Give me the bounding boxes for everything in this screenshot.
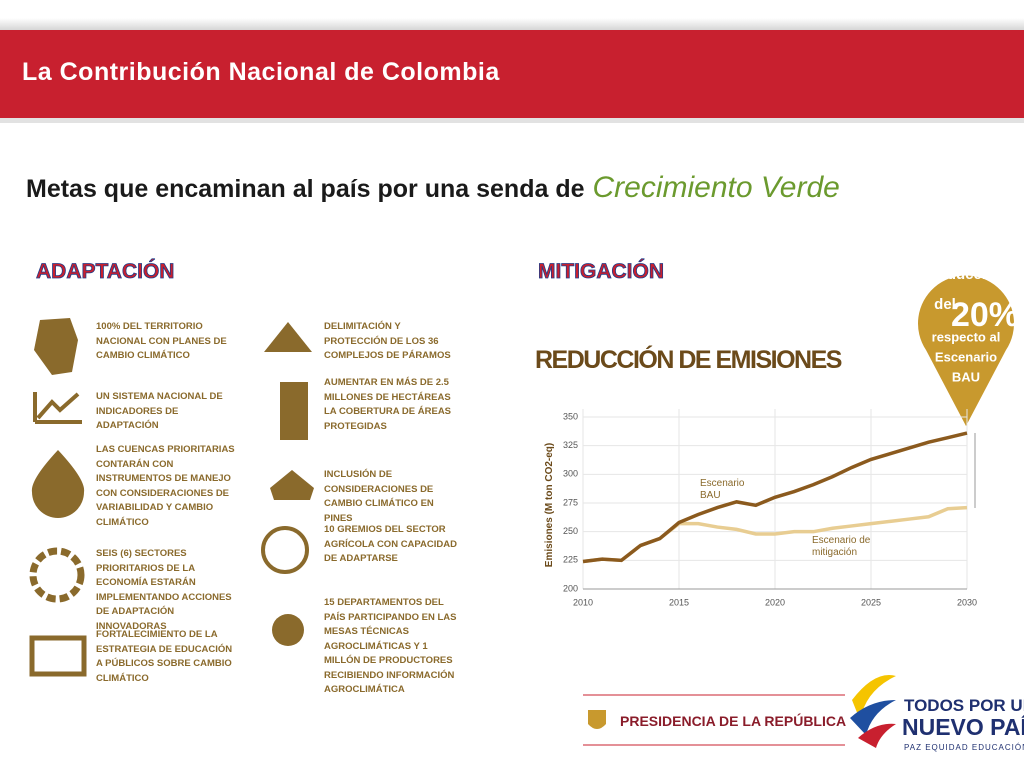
shield xyxy=(588,710,606,729)
series-label: Escenario de mitigación xyxy=(812,535,871,558)
adaptation-item: 10 GREMIOS DEL SECTOR AGRÍCOLA CON CAPAC… xyxy=(324,524,457,564)
x-tick-label: 2010 xyxy=(573,597,593,607)
header-band xyxy=(0,30,1024,118)
chart-title: REDUCCIÓN DE EMISIONES xyxy=(535,344,842,374)
icon-mountain xyxy=(264,322,312,352)
y-tick-label: 300 xyxy=(563,469,578,479)
icon-gear xyxy=(29,547,85,603)
icon-board xyxy=(29,635,87,677)
y-tick-label: 325 xyxy=(563,440,578,450)
footer-presidency: PRESIDENCIA DE LA REPÚBLICA xyxy=(620,712,846,729)
adaptation-item: 15 DEPARTAMENTOS DEL PAÍS PARTICIPANDO E… xyxy=(324,597,457,695)
y-tick-label: 225 xyxy=(563,555,578,565)
y-tick-label: 200 xyxy=(563,583,578,593)
header-title: La Contribución Nacional de Colombia xyxy=(22,58,500,86)
icons xyxy=(29,318,314,677)
badge-text: respecto al xyxy=(932,329,1001,344)
series-line xyxy=(582,431,968,564)
badge-text: BAU xyxy=(952,369,980,384)
badge-text: 20% xyxy=(951,296,1019,334)
header-shadow-bottom xyxy=(0,118,1024,123)
adaptation-item: 100% DEL TERRITORIO NACIONAL CON PLANES … xyxy=(96,321,227,361)
y-tick-label: 275 xyxy=(563,497,578,507)
icon-chart xyxy=(33,392,82,424)
icon-network xyxy=(261,526,309,574)
y-tick-label: 250 xyxy=(563,526,578,536)
subtitle-text: Metas que encaminan al país por una send… xyxy=(26,175,585,203)
icon-farmer xyxy=(272,614,304,646)
icon-drop xyxy=(31,450,85,518)
icon-map xyxy=(34,318,78,375)
badge-text: del xyxy=(934,296,956,313)
badge-text: Escenario xyxy=(935,349,997,364)
x-tick-label: 2020 xyxy=(765,597,785,607)
adaptation-item: FORTALECIMIENTO DE LA ESTRATEGIA DE EDUC… xyxy=(96,629,233,684)
subtitle: Metas que encaminan al país por una send… xyxy=(26,171,840,204)
adaptation-item: DELIMITACIÓN Y PROTECCIÓN DE LOS 36 COMP… xyxy=(324,321,451,361)
y-tick-label: 350 xyxy=(563,411,578,421)
logo-swoosh xyxy=(850,700,896,735)
x-tick-label: 2025 xyxy=(861,597,881,607)
section-title: ADAPTACIÓN xyxy=(36,259,174,283)
header-shadow xyxy=(0,18,1024,32)
badge xyxy=(918,275,1014,426)
section-title: MITIGACIÓN xyxy=(538,259,664,283)
adaptation-item: AUMENTAR EN MÁS DE 2.5 MILLONES DE HECTÁ… xyxy=(324,377,452,432)
logo-swoosh xyxy=(858,723,896,748)
x-tick-label: 2030 xyxy=(957,597,977,607)
adaptation-item: LAS CUENCAS PRIORITARIAS CONTARÁN CON IN… xyxy=(96,444,235,528)
adaptation-item: SEIS (6) SECTORES PRIORITARIOS DE LA ECO… xyxy=(96,548,232,632)
x-tick-label: 2015 xyxy=(669,597,689,607)
slogan-sub: PAZ EQUIDAD EDUCACIÓN xyxy=(904,743,1024,752)
y-axis-label: Emisiones (M ton CO2-eq) xyxy=(544,443,555,567)
icon-house xyxy=(270,470,314,500)
icon-trees xyxy=(280,382,308,440)
subtitle-highlight: Crecimiento Verde xyxy=(593,171,840,204)
slogan-top: TODOS POR UN xyxy=(904,696,1024,715)
adaptation-item: INCLUSIÓN DE CONSIDERACIONES DE CAMBIO C… xyxy=(324,469,434,524)
badge-text: Reducción xyxy=(928,266,1005,283)
slogan-main: NUEVO PAÍS xyxy=(902,713,1024,740)
series-label: Escenario BAU xyxy=(700,478,745,501)
adaptation-item: UN SISTEMA NACIONAL DE INDICADORES DE AD… xyxy=(96,391,223,431)
